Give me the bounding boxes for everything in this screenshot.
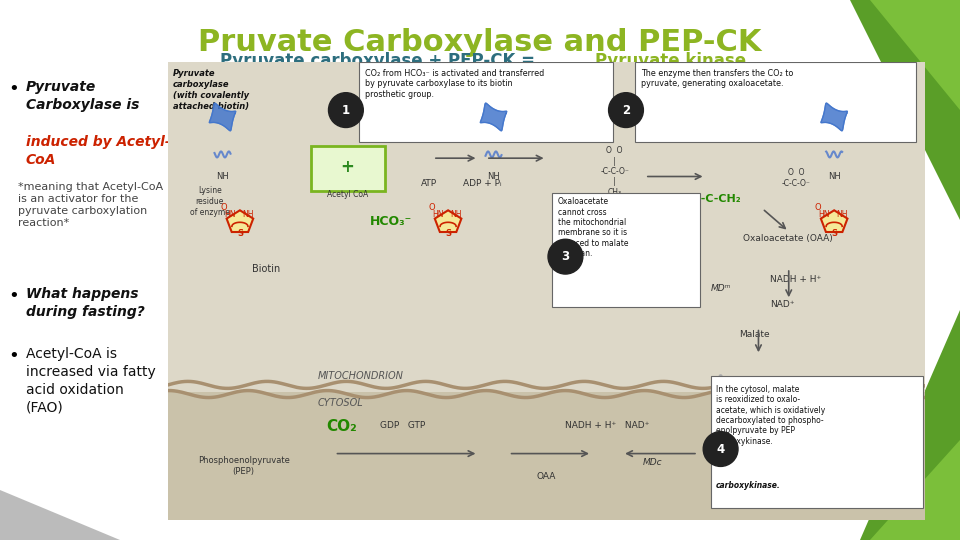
Text: OAA: OAA	[537, 472, 556, 481]
Text: The enzyme then transfers the CO₂ to
pyruvate, generating oxaloacetate.: The enzyme then transfers the CO₂ to pyr…	[641, 69, 794, 88]
Circle shape	[328, 93, 363, 127]
Text: •: •	[8, 80, 19, 98]
Text: •: •	[8, 347, 19, 365]
Polygon shape	[870, 440, 960, 540]
Text: NADH + H⁺   NAD⁺: NADH + H⁺ NAD⁺	[564, 421, 649, 430]
Polygon shape	[750, 310, 960, 540]
Polygon shape	[480, 103, 507, 131]
Text: What happens
during fasting?: What happens during fasting?	[26, 287, 145, 319]
Polygon shape	[821, 210, 848, 232]
Circle shape	[609, 93, 643, 127]
Text: ADP + Pᵢ: ADP + Pᵢ	[463, 179, 501, 188]
Text: NH: NH	[450, 210, 462, 219]
FancyBboxPatch shape	[359, 62, 612, 142]
Polygon shape	[870, 0, 960, 110]
Text: Malate: Malate	[735, 472, 766, 481]
Text: O  O
-C-C-O⁻: O O -C-C-O⁻	[781, 168, 811, 188]
Text: HN: HN	[432, 210, 444, 219]
Text: 1: 1	[342, 104, 350, 117]
Text: Acetyl-CoA is
increased via fatty
acid oxidation
(FAO): Acetyl-CoA is increased via fatty acid o…	[26, 347, 156, 415]
Text: NH: NH	[828, 172, 841, 181]
Text: NAD⁺: NAD⁺	[770, 300, 794, 309]
Polygon shape	[750, 0, 960, 220]
Text: Malate: Malate	[739, 330, 770, 339]
Text: 3: 3	[562, 250, 569, 263]
FancyBboxPatch shape	[636, 62, 916, 142]
Text: +: +	[341, 158, 354, 177]
Text: CO₂: CO₂	[326, 418, 357, 434]
Polygon shape	[435, 210, 462, 232]
Text: In the cytosol, malate
is reoxidized to oxalo-
acetate, which is oxidatively
dec: In the cytosol, malate is reoxidized to …	[716, 385, 826, 446]
Text: 2: 2	[622, 104, 630, 117]
Text: CO₂ from HCO₃⁻ is activated and transferred
by pyruvate carboxylase to its bioti: CO₂ from HCO₃⁻ is activated and transfer…	[365, 69, 544, 99]
Text: O: O	[429, 203, 436, 212]
Text: MDᵐ: MDᵐ	[710, 284, 731, 293]
Text: CYTOSOL: CYTOSOL	[318, 399, 364, 408]
Text: MDᴄ: MDᴄ	[642, 458, 662, 467]
Text: O  O
|
-C-C-O⁻
|
CH₃: O O | -C-C-O⁻ | CH₃	[600, 146, 629, 197]
Text: Pyruvate carboxylase + PEP-CK =: Pyruvate carboxylase + PEP-CK =	[220, 52, 540, 70]
Text: *meaning that Acetyl-CoA
is an activator for the
pyruvate carboxylation
reaction: *meaning that Acetyl-CoA is an activator…	[18, 182, 163, 228]
Text: •O-C-CH₂: •O-C-CH₂	[684, 194, 741, 204]
FancyBboxPatch shape	[311, 146, 385, 191]
Text: Acetyl CoA: Acetyl CoA	[326, 190, 368, 199]
Text: GDP   GTP: GDP GTP	[380, 421, 425, 430]
Text: NH: NH	[836, 210, 848, 219]
Text: S: S	[237, 230, 243, 238]
Text: NH: NH	[216, 172, 228, 181]
Text: S: S	[831, 230, 837, 238]
Text: O: O	[815, 203, 822, 212]
Text: •: •	[8, 287, 19, 305]
Circle shape	[704, 431, 738, 467]
Polygon shape	[821, 103, 848, 131]
FancyBboxPatch shape	[168, 62, 925, 392]
FancyBboxPatch shape	[711, 376, 924, 508]
Text: Pyruvate
Carboxylase is: Pyruvate Carboxylase is	[26, 80, 139, 112]
Text: NADH + H⁺: NADH + H⁺	[770, 275, 821, 284]
Text: Pyruvate: Pyruvate	[621, 231, 661, 240]
FancyBboxPatch shape	[168, 392, 925, 520]
Text: HCO₃⁻: HCO₃⁻	[371, 214, 413, 227]
Text: S: S	[445, 230, 451, 238]
FancyBboxPatch shape	[552, 193, 700, 307]
Polygon shape	[227, 210, 253, 232]
Text: Pyruvate
carboxylase
(with covalently
attached biotin): Pyruvate carboxylase (with covalently at…	[173, 69, 250, 111]
Text: 4: 4	[716, 442, 725, 456]
Text: Lysine
residue
of enzyme: Lysine residue of enzyme	[190, 186, 229, 217]
Text: NH: NH	[242, 210, 253, 219]
Text: O: O	[221, 203, 228, 212]
Text: MITOCHONDRION: MITOCHONDRION	[318, 371, 404, 381]
Text: Biotin: Biotin	[252, 264, 280, 274]
Text: HN: HN	[819, 210, 829, 219]
Text: ATP: ATP	[421, 179, 437, 188]
Text: Oxaloacetate (OAA): Oxaloacetate (OAA)	[743, 234, 833, 242]
Text: induced by Acetyl-
CoA: induced by Acetyl- CoA	[26, 135, 171, 167]
Text: NH: NH	[487, 172, 500, 181]
Text: Pruvate Carboxylase and PEP-CK: Pruvate Carboxylase and PEP-CK	[199, 28, 761, 57]
Text: Oxaloacetate
cannot cross
the mitochondrial
membrane so it is
reduced to malate
: Oxaloacetate cannot cross the mitochondr…	[558, 197, 629, 258]
Polygon shape	[0, 490, 120, 540]
Polygon shape	[209, 103, 236, 131]
Text: Pyruvate kinase: Pyruvate kinase	[595, 52, 746, 70]
Text: HN: HN	[225, 210, 235, 219]
Text: Phosphoenolpyruvate
(PEP): Phosphoenolpyruvate (PEP)	[198, 456, 290, 476]
Circle shape	[548, 239, 583, 274]
Text: carboxykinase.: carboxykinase.	[716, 481, 780, 490]
FancyBboxPatch shape	[168, 62, 925, 520]
